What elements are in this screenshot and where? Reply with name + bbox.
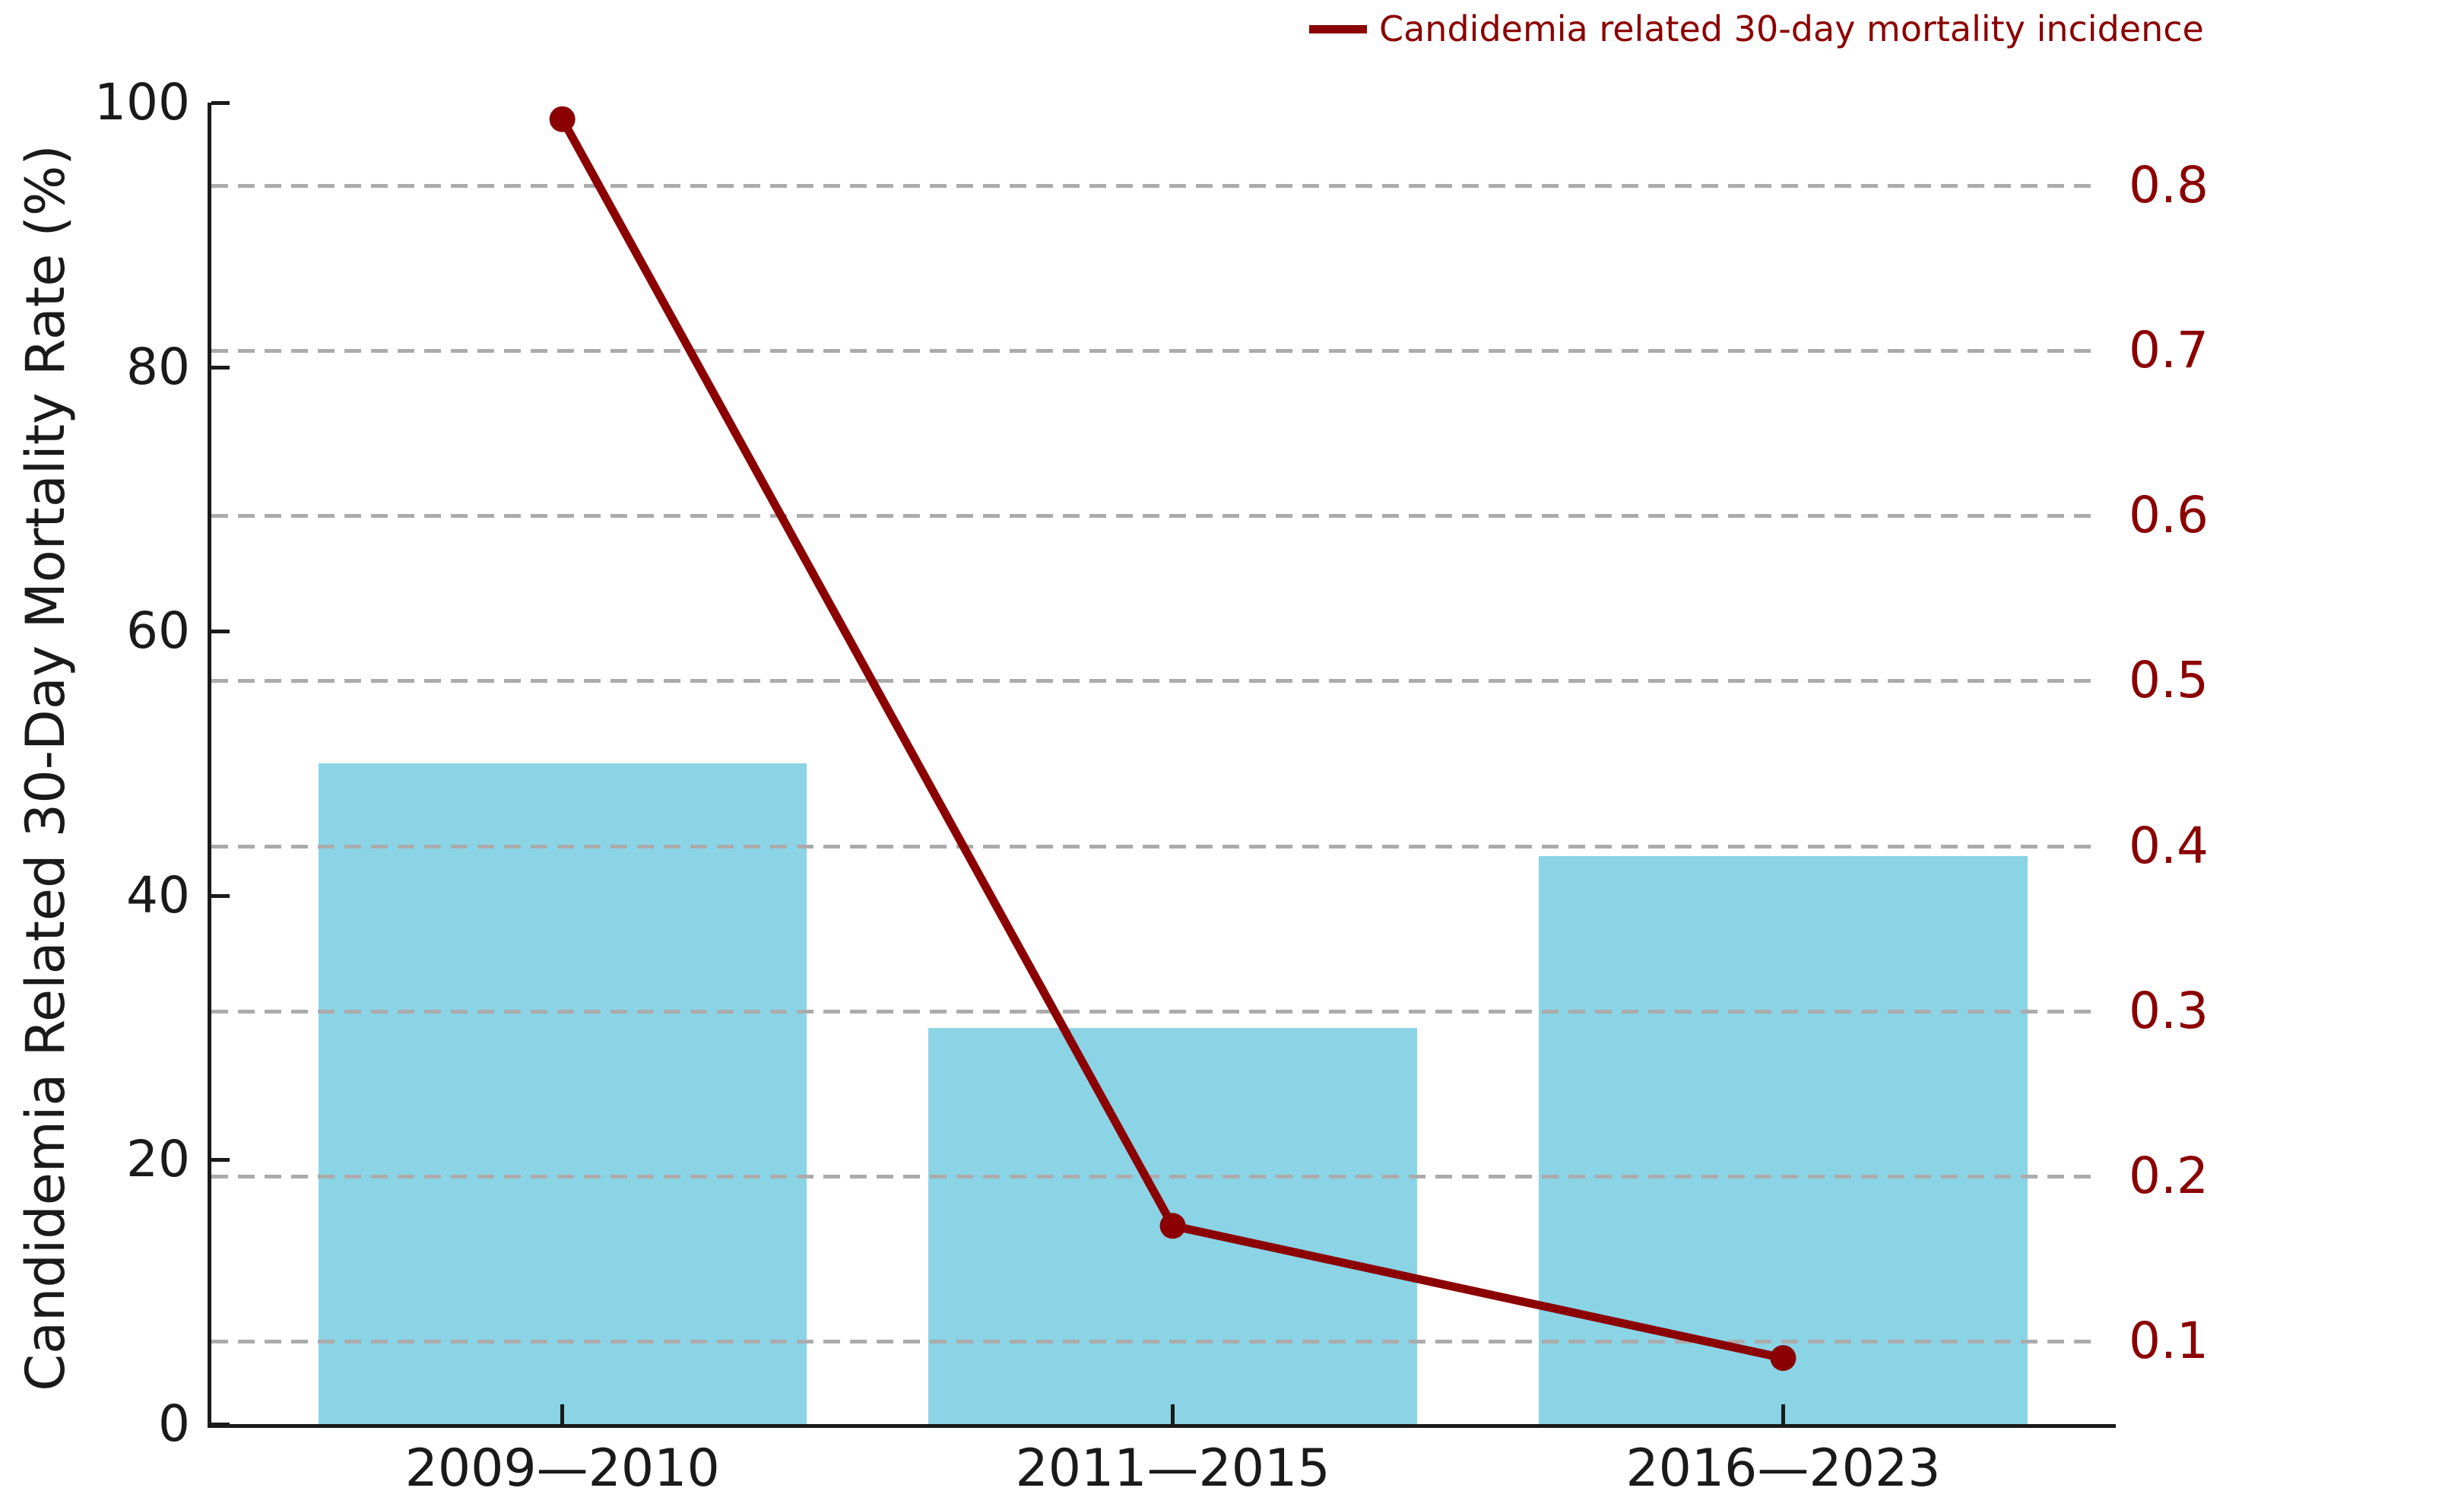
gridline: [211, 844, 2098, 849]
plot-area: [208, 101, 2116, 1428]
right-tick-label: 0.4: [2129, 816, 2209, 875]
gridline: [211, 679, 2098, 684]
left-y-axis-label: Candidemia Related 30-Day Mortality Rate…: [14, 144, 77, 1391]
bottom-axis-spine: [208, 1424, 2116, 1428]
gridline: [211, 1340, 2098, 1344]
bar-2016—2023: [1539, 855, 2028, 1424]
x-tick-mark: [1781, 1404, 1785, 1424]
gridline: [211, 514, 2098, 519]
data-point-marker: [1159, 1213, 1186, 1239]
right-tick-label: 0.1: [2129, 1312, 2209, 1371]
left-tick-mark: [211, 101, 230, 105]
bar-2009—2010: [318, 763, 807, 1424]
incidence-line: [558, 117, 1784, 1362]
left-tick-label: 0: [158, 1394, 190, 1453]
left-tick-label: 20: [126, 1130, 190, 1189]
left-tick-mark: [211, 1423, 230, 1426]
x-tick-label: 2009—2010: [404, 1439, 720, 1499]
right-tick-label: 0.6: [2129, 486, 2209, 545]
left-axis-spine: [208, 103, 211, 1428]
legend: Candidemia related 30-day mortality inci…: [1309, 6, 2204, 52]
left-tick-label: 40: [126, 865, 190, 925]
data-point-marker: [549, 106, 576, 132]
gridline: [211, 1175, 2098, 1179]
right-tick-label: 0.2: [2129, 1147, 2209, 1206]
data-point-marker: [1770, 1345, 1796, 1372]
left-tick-mark: [211, 630, 230, 634]
left-tick-mark: [211, 893, 230, 898]
x-tick-mark: [560, 1404, 565, 1424]
incidence-line-chart: [549, 106, 1796, 1372]
legend-label: Candidemia related 30-day mortality inci…: [1379, 8, 2204, 49]
gridline: [211, 1009, 2098, 1014]
x-tick-label: 2016—2023: [1625, 1439, 1941, 1499]
left-tick-label: 60: [126, 601, 190, 661]
x-tick-label: 2011—2015: [1015, 1439, 1330, 1499]
left-tick-mark: [211, 365, 230, 370]
left-tick-label: 80: [126, 337, 190, 396]
right-tick-label: 0.7: [2129, 320, 2209, 379]
left-tick-mark: [211, 1158, 230, 1163]
x-tick-mark: [1171, 1404, 1175, 1424]
right-tick-label: 0.3: [2129, 981, 2209, 1040]
left-tick-label: 100: [94, 73, 190, 132]
gridline: [211, 348, 2098, 353]
right-tick-label: 0.5: [2129, 651, 2209, 710]
right-tick-label: 0.8: [2129, 155, 2209, 214]
legend-line-swatch: [1309, 24, 1367, 33]
gridline: [211, 183, 2098, 188]
